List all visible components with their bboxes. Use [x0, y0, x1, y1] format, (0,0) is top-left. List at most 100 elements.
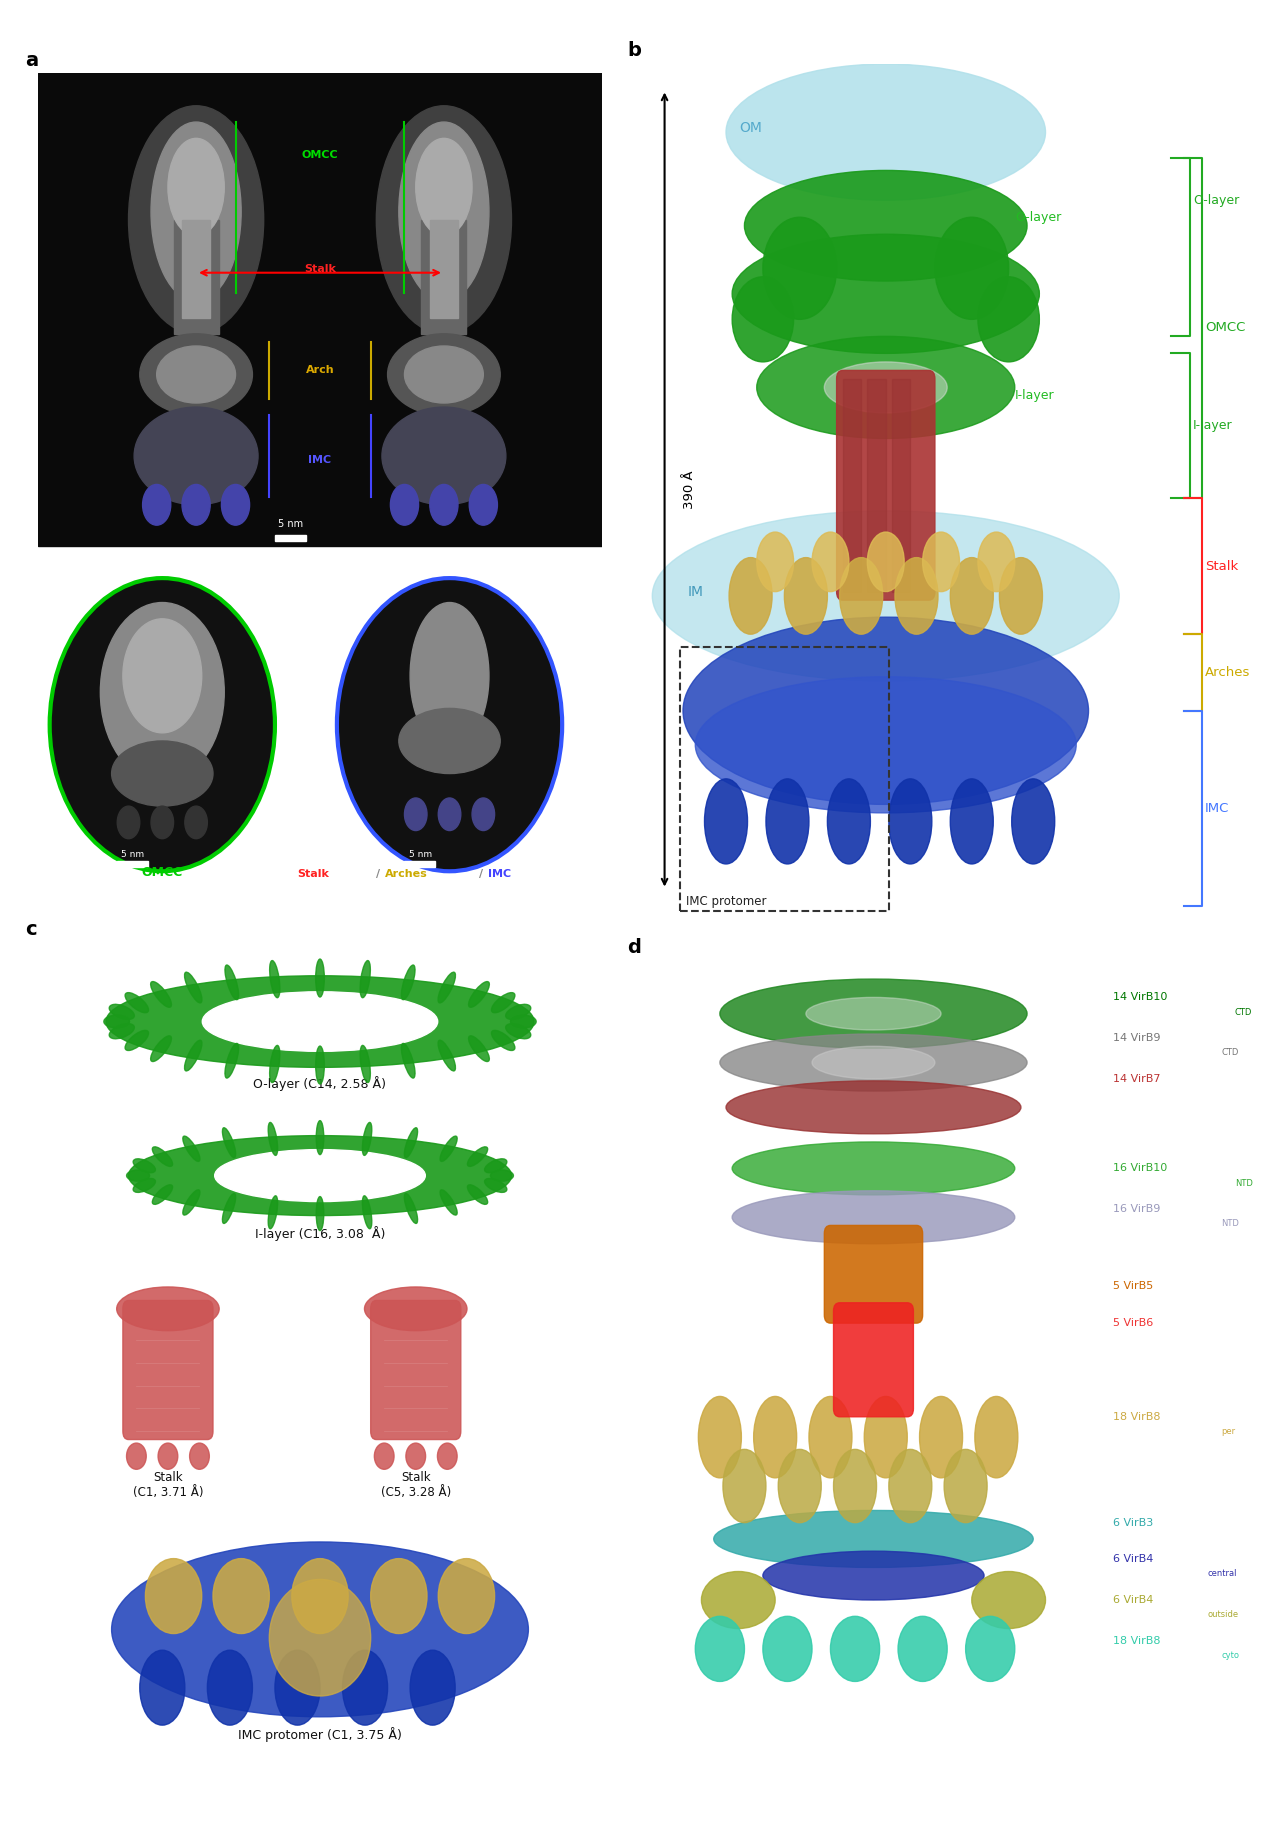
Ellipse shape: [225, 964, 238, 999]
Ellipse shape: [756, 337, 1015, 439]
Ellipse shape: [371, 1559, 428, 1634]
Ellipse shape: [404, 1127, 417, 1158]
Ellipse shape: [404, 798, 428, 831]
Ellipse shape: [221, 485, 250, 525]
Ellipse shape: [809, 1396, 852, 1479]
Ellipse shape: [362, 1195, 371, 1228]
Ellipse shape: [399, 708, 500, 774]
Ellipse shape: [362, 1122, 371, 1155]
Ellipse shape: [404, 346, 484, 403]
Ellipse shape: [100, 602, 224, 781]
Ellipse shape: [978, 276, 1039, 362]
Ellipse shape: [106, 975, 534, 1067]
Ellipse shape: [360, 961, 370, 997]
Ellipse shape: [1000, 558, 1042, 635]
Bar: [421, 220, 466, 333]
Ellipse shape: [399, 123, 489, 302]
Text: 390 Å: 390 Å: [684, 470, 696, 509]
Ellipse shape: [763, 218, 837, 318]
Text: IMC: IMC: [488, 869, 511, 880]
Ellipse shape: [923, 533, 960, 591]
Ellipse shape: [719, 1034, 1027, 1091]
Ellipse shape: [151, 1036, 172, 1061]
Ellipse shape: [146, 1559, 202, 1634]
Ellipse shape: [472, 798, 494, 831]
Ellipse shape: [111, 741, 212, 805]
Text: I-layer (C16, 3.08  Å): I-layer (C16, 3.08 Å): [255, 1226, 385, 1241]
Text: OMCC: OMCC: [302, 150, 338, 159]
Ellipse shape: [215, 1149, 425, 1202]
Ellipse shape: [899, 1616, 947, 1682]
Ellipse shape: [207, 1651, 252, 1726]
Ellipse shape: [374, 1444, 394, 1469]
Ellipse shape: [360, 1045, 370, 1083]
Text: d: d: [627, 939, 641, 957]
Ellipse shape: [388, 333, 500, 415]
Ellipse shape: [824, 362, 947, 414]
Ellipse shape: [438, 972, 456, 1003]
Ellipse shape: [438, 1559, 494, 1634]
FancyBboxPatch shape: [833, 1303, 914, 1416]
Text: b: b: [627, 42, 641, 60]
Ellipse shape: [506, 1023, 531, 1039]
Ellipse shape: [269, 1579, 371, 1696]
Text: c: c: [26, 920, 37, 939]
Ellipse shape: [292, 1559, 348, 1634]
Text: 16 VirB10: 16 VirB10: [1114, 1164, 1167, 1173]
Ellipse shape: [812, 1047, 934, 1080]
Text: per: per: [1221, 1427, 1235, 1437]
Ellipse shape: [506, 1005, 531, 1019]
Ellipse shape: [695, 1616, 745, 1682]
Ellipse shape: [376, 106, 512, 333]
Ellipse shape: [151, 805, 174, 838]
Bar: [404, 862, 435, 867]
Ellipse shape: [831, 1616, 879, 1682]
Ellipse shape: [699, 1396, 741, 1479]
Ellipse shape: [109, 1023, 134, 1039]
Ellipse shape: [140, 333, 252, 415]
Ellipse shape: [864, 1396, 908, 1479]
Ellipse shape: [1011, 780, 1055, 864]
Text: outside: outside: [1208, 1610, 1239, 1620]
Ellipse shape: [732, 1142, 1015, 1195]
Text: /: /: [376, 869, 380, 880]
Text: 5 nm: 5 nm: [278, 520, 303, 529]
Text: CTD: CTD: [1235, 1008, 1252, 1016]
Ellipse shape: [270, 961, 280, 997]
Ellipse shape: [972, 1572, 1046, 1629]
Ellipse shape: [868, 533, 904, 591]
FancyBboxPatch shape: [837, 370, 934, 600]
Text: Arches: Arches: [385, 869, 428, 880]
Ellipse shape: [756, 533, 794, 591]
Ellipse shape: [316, 1047, 324, 1083]
Text: 5 nm: 5 nm: [122, 851, 145, 858]
Text: 5 nm: 5 nm: [408, 851, 431, 858]
Ellipse shape: [128, 106, 264, 333]
Text: OMCC: OMCC: [142, 866, 183, 880]
Ellipse shape: [468, 1036, 489, 1061]
Ellipse shape: [125, 1030, 148, 1050]
Text: a: a: [26, 51, 38, 70]
Ellipse shape: [343, 1651, 388, 1726]
Text: IMC: IMC: [1206, 802, 1230, 814]
Ellipse shape: [965, 1616, 1015, 1682]
Ellipse shape: [833, 1449, 877, 1523]
FancyBboxPatch shape: [123, 1301, 212, 1440]
Text: Stalk: Stalk: [297, 869, 329, 880]
Ellipse shape: [440, 1190, 457, 1215]
Ellipse shape: [653, 511, 1119, 681]
Ellipse shape: [745, 170, 1027, 282]
Text: 16 VirB9: 16 VirB9: [1114, 1204, 1161, 1213]
Ellipse shape: [467, 1184, 488, 1204]
Ellipse shape: [763, 1616, 812, 1682]
Bar: [430, 220, 458, 318]
Ellipse shape: [404, 1193, 417, 1224]
Ellipse shape: [888, 1449, 932, 1523]
Bar: [868, 379, 886, 591]
Ellipse shape: [316, 959, 324, 997]
Ellipse shape: [223, 1127, 236, 1158]
Ellipse shape: [184, 1039, 202, 1071]
Ellipse shape: [402, 1043, 415, 1078]
Ellipse shape: [704, 780, 748, 864]
Ellipse shape: [490, 1169, 513, 1180]
